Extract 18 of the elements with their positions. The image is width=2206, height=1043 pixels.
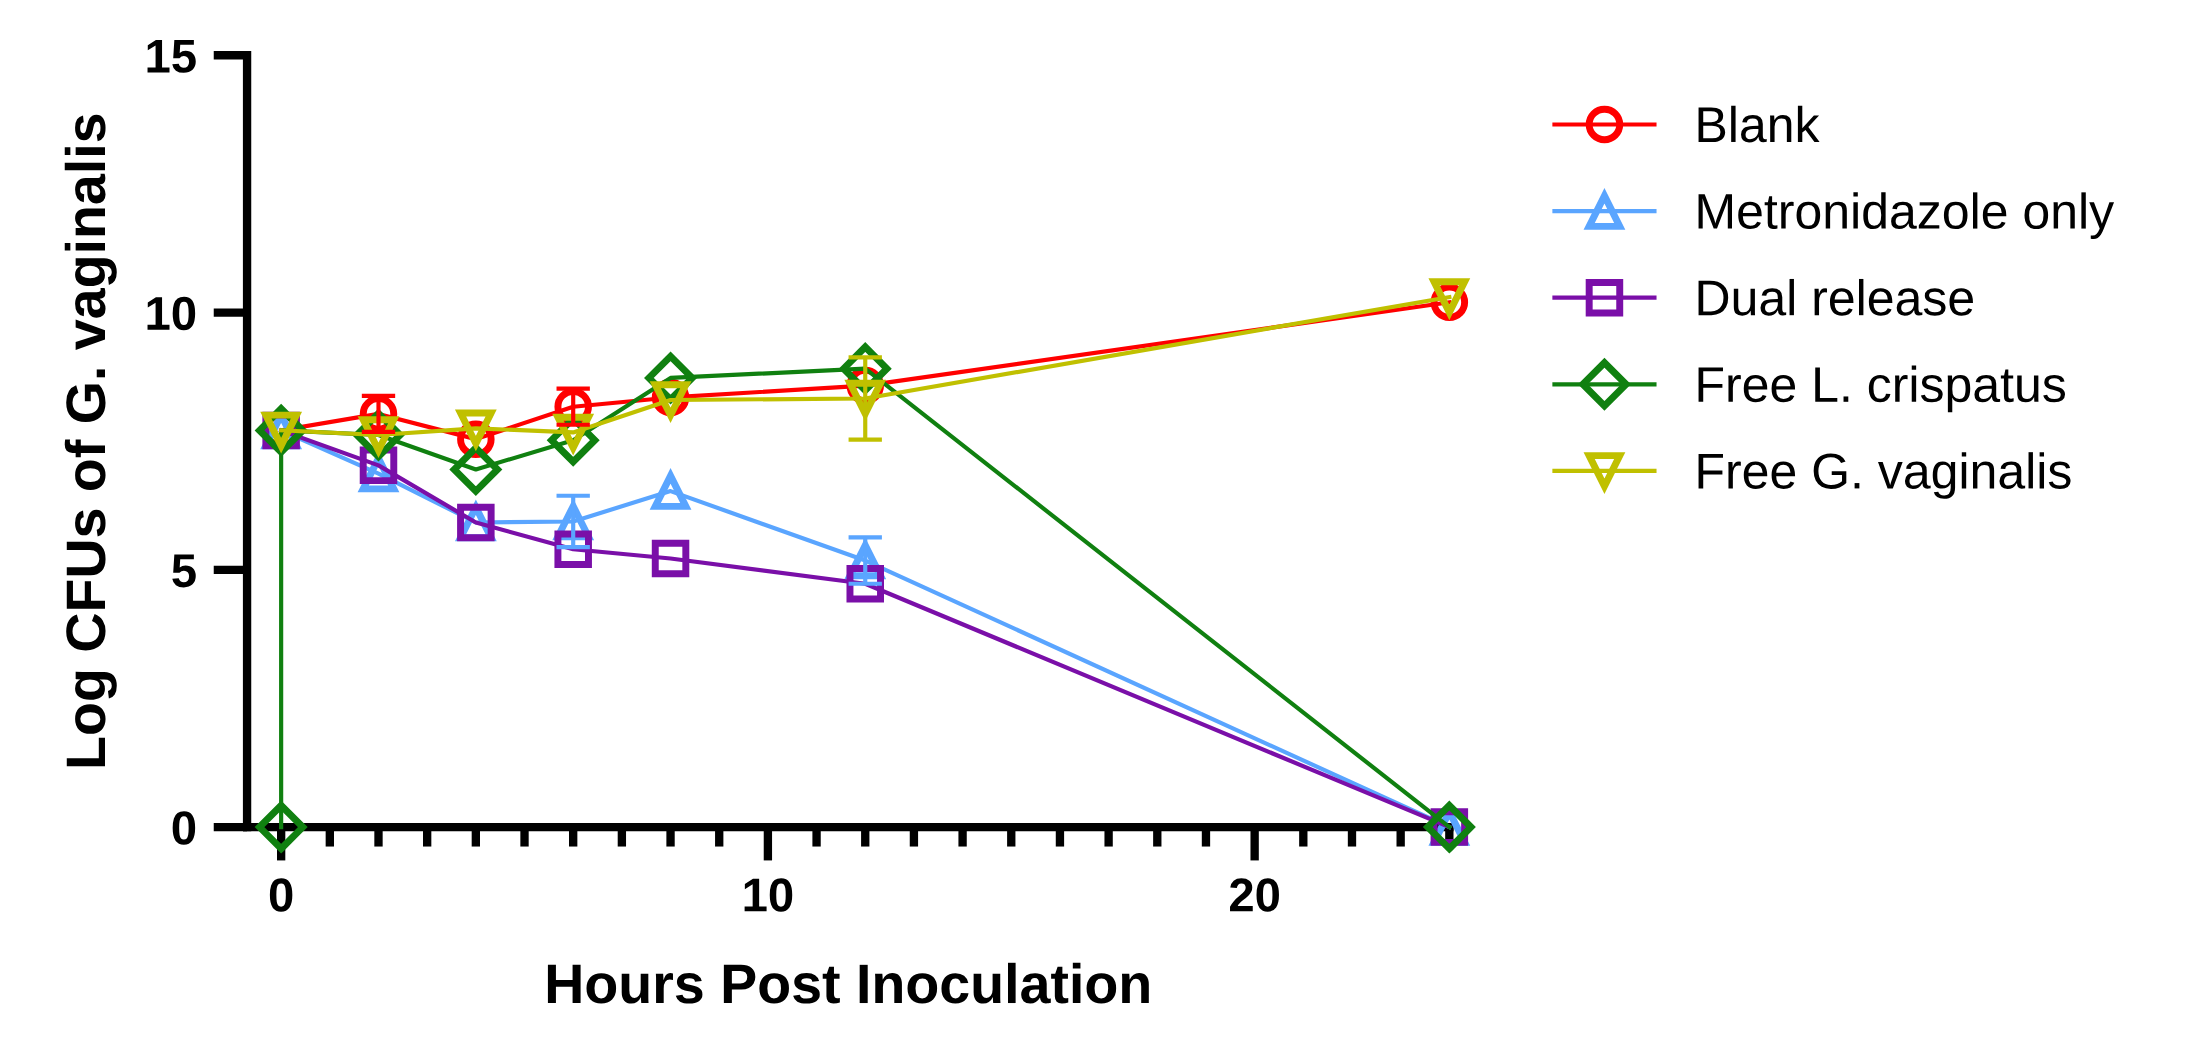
legend-label: Free G. vaginalis	[1698, 452, 2071, 499]
x-tick-label: 0	[269, 878, 293, 912]
legend-label: Metronidazole only	[1698, 192, 2115, 239]
y-axis-title: Log CFUs of G. vaginalis	[64, 114, 117, 767]
point	[846, 564, 884, 603]
x-axis-title: Hours Post Inoculation	[547, 962, 1149, 1004]
point	[651, 539, 690, 578]
y-tick-label: 15	[147, 39, 196, 73]
y-tick-label: 0	[172, 811, 196, 845]
x-tick-label: 20	[1230, 878, 1279, 912]
y-tick-label: 5	[172, 554, 196, 588]
legend-label: Dual release	[1698, 278, 1973, 316]
legend-label: Free L. crispatus	[1698, 365, 2066, 413]
x-tick-label: 10	[744, 878, 793, 912]
point	[450, 444, 501, 495]
y-tick-label: 10	[147, 296, 196, 331]
legend-label: Blank	[1698, 105, 1820, 143]
point	[256, 802, 307, 853]
